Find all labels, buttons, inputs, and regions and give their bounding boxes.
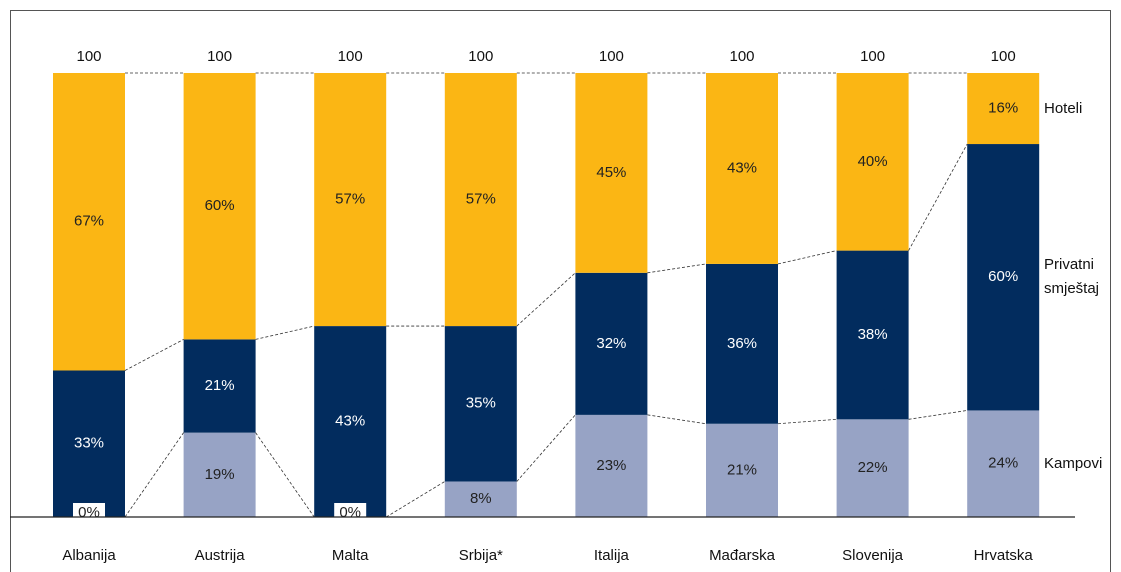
bar-segment	[967, 410, 1040, 517]
x-tick-label: Albanija	[62, 547, 116, 564]
data-label: 40%	[858, 153, 888, 170]
bar-segment	[314, 73, 387, 327]
data-label: 35%	[466, 395, 496, 412]
connector	[255, 325, 315, 340]
bar-segment	[967, 144, 1040, 411]
frame	[10, 10, 1111, 572]
data-label: 22%	[858, 459, 888, 476]
connector	[647, 414, 707, 425]
bar-segment	[183, 73, 256, 340]
x-tick-label: Srbija*	[459, 547, 503, 564]
data-label: 32%	[596, 335, 626, 352]
label-background	[334, 503, 367, 523]
bar-segment	[706, 73, 778, 264]
data-label: 38%	[858, 326, 888, 343]
connector	[777, 250, 837, 265]
bar-segment	[836, 250, 909, 420]
connector	[516, 414, 576, 482]
data-label: 33%	[74, 435, 104, 452]
connector	[385, 481, 446, 518]
data-label: 24%	[988, 455, 1018, 472]
connector	[777, 418, 837, 425]
total-label: 100	[729, 48, 754, 65]
legend-label: Privatni smještaj	[1044, 256, 1100, 298]
bar-segment	[444, 326, 517, 482]
connector	[647, 263, 707, 274]
bar-segment	[706, 263, 778, 424]
x-tick-label: Slovenija	[842, 547, 904, 564]
total-label: 100	[860, 48, 885, 65]
total-label: 100	[76, 48, 101, 65]
total-label: 100	[207, 48, 232, 65]
bar-segment	[575, 73, 648, 273]
data-label: 45%	[596, 164, 626, 181]
bar-segment	[183, 339, 256, 433]
bar-segment	[53, 370, 125, 517]
bar-segment	[444, 73, 517, 327]
total-label: 100	[599, 48, 624, 65]
data-label: 67%	[74, 213, 104, 230]
data-label: 57%	[335, 191, 365, 208]
bar-segment	[836, 419, 909, 517]
total-label: 100	[338, 48, 363, 65]
data-label: 23%	[596, 457, 626, 474]
data-label: 21%	[205, 377, 235, 394]
connector	[908, 410, 968, 420]
data-label: 60%	[205, 197, 235, 214]
connector	[908, 143, 968, 251]
bar-segment	[183, 432, 256, 517]
label-background	[73, 503, 105, 523]
bar-segment	[967, 73, 1040, 145]
data-label: 0%	[339, 504, 361, 521]
x-tick-label: Italija	[594, 547, 630, 564]
bar-segment	[314, 326, 387, 517]
connector	[124, 339, 184, 371]
bar-segment	[706, 423, 778, 517]
x-tick-label: Austrija	[195, 547, 246, 564]
data-label: 36%	[727, 335, 757, 352]
data-label: 21%	[727, 461, 757, 478]
data-label: 43%	[335, 413, 365, 430]
connector	[124, 432, 184, 518]
x-tick-label: Hrvatska	[974, 547, 1034, 564]
bar-segment	[575, 414, 648, 517]
data-label: 19%	[205, 466, 235, 483]
data-label: 60%	[988, 268, 1018, 285]
data-label: 43%	[727, 159, 757, 176]
legend-label: Hoteli	[1044, 99, 1083, 117]
total-label: 100	[991, 48, 1016, 65]
x-tick-label: Malta	[332, 547, 369, 564]
total-label: 100	[468, 48, 493, 65]
bar-segment	[836, 73, 909, 251]
connector	[516, 272, 576, 327]
x-tick-label: Mađarska	[709, 547, 776, 564]
data-label: 16%	[988, 99, 1018, 116]
bar-segment	[575, 272, 648, 415]
legend-label: Kampovi	[1044, 454, 1103, 472]
data-label: 0%	[78, 504, 100, 521]
bar-segment	[444, 481, 517, 517]
bar-segment	[53, 73, 125, 371]
data-label: 57%	[466, 191, 496, 208]
data-label: 8%	[470, 490, 492, 507]
connector	[255, 432, 315, 518]
